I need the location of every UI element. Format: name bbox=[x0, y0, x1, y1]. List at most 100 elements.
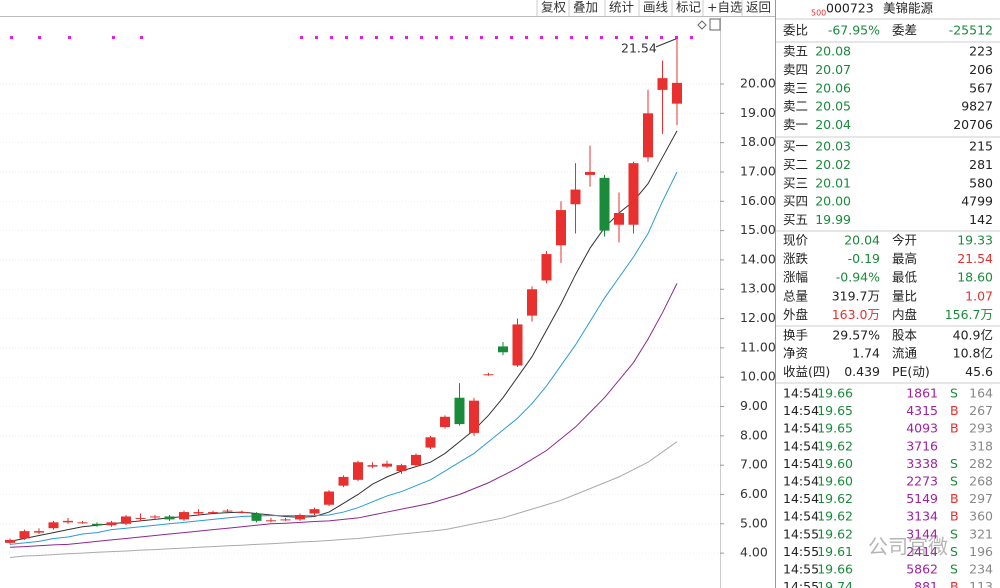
candle-body bbox=[498, 346, 508, 353]
candle-body bbox=[63, 520, 73, 523]
marker-dot bbox=[630, 36, 633, 39]
toolbar-button[interactable]: 标记 bbox=[676, 0, 702, 15]
candle-body bbox=[614, 213, 624, 225]
marker-dot bbox=[660, 36, 663, 39]
toolbar-button[interactable]: 画线 bbox=[643, 0, 669, 15]
candle-body bbox=[454, 397, 465, 425]
stock-code: 000723 bbox=[826, 1, 874, 16]
tick-count: 267 bbox=[969, 403, 993, 418]
field-label: 净资 bbox=[783, 346, 808, 361]
candle-body bbox=[483, 374, 494, 376]
tick-price: 19.66 bbox=[817, 562, 853, 577]
candle-body bbox=[280, 519, 291, 521]
book-price: 20.07 bbox=[815, 62, 851, 77]
marker-dot bbox=[68, 36, 71, 39]
candle-body bbox=[237, 512, 247, 514]
tick-volume: 3134 bbox=[906, 509, 938, 524]
tick-count: 164 bbox=[969, 386, 993, 401]
book-price: 20.05 bbox=[815, 99, 851, 114]
tick-volume: 4093 bbox=[906, 421, 938, 436]
toolbar-button[interactable]: 返回 bbox=[746, 0, 771, 15]
toolbar-button[interactable]: 统计 bbox=[609, 0, 634, 15]
tick-volume: 4315 bbox=[906, 403, 938, 418]
candle-body bbox=[77, 522, 88, 524]
tick-side: S bbox=[950, 456, 958, 471]
tick-side: S bbox=[950, 474, 958, 489]
stock-name: 美锦能源 bbox=[883, 1, 934, 16]
y-tick-label: 16.00 bbox=[740, 193, 776, 208]
tick-count: 268 bbox=[969, 474, 993, 489]
tick-side: B bbox=[950, 579, 959, 588]
marker-dot bbox=[10, 36, 13, 39]
field-label: 最低 bbox=[892, 270, 918, 285]
marker-dot bbox=[420, 36, 423, 39]
tick-price: 19.62 bbox=[817, 491, 853, 506]
candle-body bbox=[19, 531, 30, 539]
tick-volume: 2273 bbox=[906, 474, 938, 489]
candle-body bbox=[527, 289, 537, 316]
tick-volume: 2414 bbox=[906, 544, 938, 559]
tick-count: 234 bbox=[969, 562, 993, 577]
tick-price: 19.62 bbox=[817, 509, 853, 524]
field-value: 20.04 bbox=[844, 233, 880, 248]
field-label: 最高 bbox=[892, 251, 917, 266]
tick-price: 19.60 bbox=[817, 474, 853, 489]
tick-count: 282 bbox=[969, 456, 993, 471]
field-value: -0.19 bbox=[848, 251, 880, 266]
tick-price: 19.66 bbox=[817, 386, 853, 401]
field-label: 内盘 bbox=[892, 307, 917, 322]
field-value: 21.54 bbox=[957, 251, 993, 266]
field-value: 19.33 bbox=[957, 233, 993, 248]
book-volume: 142 bbox=[969, 212, 993, 227]
book-label: 买三 bbox=[783, 175, 808, 190]
panel-toggle[interactable] bbox=[709, 18, 721, 31]
book-price: 20.02 bbox=[815, 157, 851, 172]
candle-body bbox=[222, 510, 233, 512]
y-tick-label: 5.00 bbox=[740, 515, 768, 530]
y-tick-label: 4.00 bbox=[740, 545, 768, 560]
tick-side: B bbox=[950, 491, 959, 506]
book-label: 卖四 bbox=[783, 62, 808, 77]
tick-side: S bbox=[950, 526, 958, 541]
field-value: 40.9亿 bbox=[953, 328, 993, 343]
tick-volume: 3144 bbox=[906, 526, 938, 541]
candle-body bbox=[5, 539, 15, 543]
field-value: 1.74 bbox=[852, 346, 880, 361]
candle-body bbox=[324, 491, 334, 505]
y-tick-label: 15.00 bbox=[740, 222, 776, 237]
diamond-icon[interactable] bbox=[697, 20, 707, 30]
book-label: 卖五 bbox=[783, 44, 808, 59]
marker-dot bbox=[585, 36, 588, 39]
candle-body bbox=[266, 520, 276, 522]
y-tick-label: 6.00 bbox=[740, 486, 768, 501]
tick-side: B bbox=[950, 403, 959, 418]
marker-dot bbox=[315, 36, 318, 39]
tick-time: 14:54 bbox=[783, 509, 819, 524]
field-label: 流通 bbox=[892, 346, 918, 361]
tick-count: 321 bbox=[969, 526, 993, 541]
marker-dot bbox=[480, 36, 483, 39]
candle-body bbox=[135, 517, 146, 519]
book-volume: 215 bbox=[969, 139, 993, 154]
marker-dot bbox=[495, 36, 498, 39]
tick-count: 297 bbox=[969, 491, 993, 506]
candle-body bbox=[309, 509, 320, 514]
candle-body bbox=[628, 163, 639, 225]
tick-count: 113 bbox=[969, 579, 993, 588]
marker-dot bbox=[112, 36, 115, 39]
toolbar-button[interactable]: 叠加 bbox=[573, 0, 598, 15]
marker-dot bbox=[540, 36, 543, 39]
ma-line bbox=[9, 441, 678, 559]
candle-body bbox=[425, 437, 436, 448]
toolbar-button[interactable]: 复权 bbox=[541, 0, 567, 15]
toolbar-button[interactable]: +自选 bbox=[707, 0, 743, 15]
marker-dot bbox=[615, 36, 618, 39]
marker-dot bbox=[510, 36, 513, 39]
tick-volume: 3716 bbox=[906, 438, 938, 453]
tick-price: 19.74 bbox=[817, 579, 853, 588]
code-prefix: 500 bbox=[811, 9, 826, 18]
tick-side: S bbox=[950, 544, 958, 559]
field-label: 委比 bbox=[783, 23, 808, 38]
y-tick-label: 14.00 bbox=[740, 251, 776, 266]
y-tick-label: 18.00 bbox=[740, 134, 776, 149]
